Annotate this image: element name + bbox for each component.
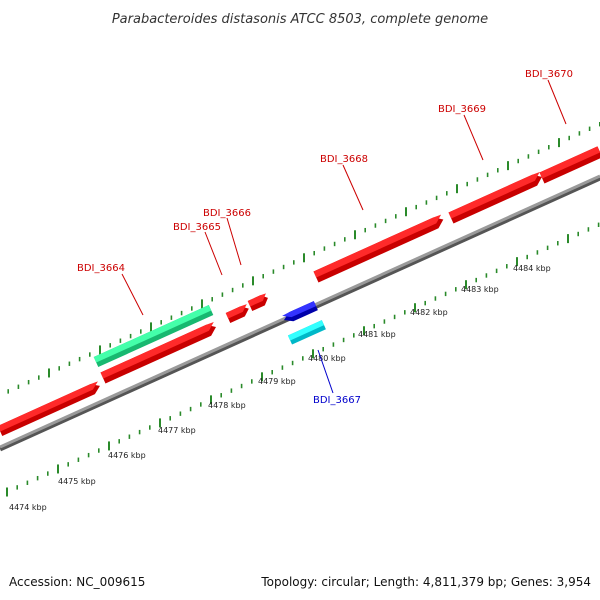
- tick-label: 4478 kbp: [208, 401, 246, 410]
- tick-label: 4475 kbp: [58, 477, 96, 486]
- feature-cyan[interactable]: [287, 320, 326, 345]
- leader-line: [121, 273, 144, 316]
- gene-BDI_3665[interactable]: [225, 304, 251, 324]
- gene-BDI_3664[interactable]: [100, 322, 219, 384]
- leader-line: [463, 114, 484, 161]
- gene-label[interactable]: BDI_3670: [525, 69, 573, 80]
- feature-track: [0, 146, 600, 437]
- leader-line: [342, 164, 364, 211]
- gene-BDI_3666[interactable]: [247, 293, 270, 312]
- tick-label: 4484 kbp: [513, 264, 551, 273]
- tick-label: 4476 kbp: [108, 451, 146, 460]
- leader-line: [204, 231, 223, 276]
- leader-line: [547, 79, 567, 125]
- gene-BDI_3668[interactable]: [313, 214, 446, 283]
- map-title: Parabacteroides distasonis ATCC 8503, co…: [112, 12, 488, 27]
- gene-BDI_3663[interactable]: [0, 381, 102, 437]
- gene-BDI_3667[interactable]: [282, 301, 318, 324]
- gene-callouts: BDI_3664 BDI_3665 BDI_3666 BDI_3667 BDI_3668…: [77, 69, 573, 406]
- gene-label[interactable]: BDI_3667: [313, 395, 361, 406]
- gene-BDI_3670[interactable]: [539, 146, 600, 184]
- gene-label[interactable]: BDI_3666: [203, 208, 251, 219]
- inner-tick-track: [6, 222, 600, 497]
- gene-label[interactable]: BDI_3665: [173, 222, 221, 233]
- tick-label: 4480 kbp: [308, 354, 346, 363]
- feature-green[interactable]: [93, 305, 214, 368]
- accession-text: Accession: NC_009615: [9, 575, 145, 589]
- tick-label: 4482 kbp: [410, 308, 448, 317]
- topology-text: Topology: circular; Length: 4,811,379 bp…: [260, 575, 591, 589]
- tick-label: 4477 kbp: [158, 426, 196, 435]
- tick-label: 4474 kbp: [9, 503, 47, 512]
- gene-label[interactable]: BDI_3668: [320, 154, 368, 165]
- tick-label: 4479 kbp: [258, 377, 296, 386]
- gene-BDI_3669[interactable]: [448, 171, 545, 224]
- tick-labels: 4474 kbp 4475 kbp 4476 kbp 4477 kbp 4478 kbp…: [9, 264, 551, 512]
- tick-label: 4481 kbp: [358, 330, 396, 339]
- leader-line: [226, 217, 242, 266]
- leader-line: [317, 349, 334, 394]
- outer-tick-track: [7, 121, 600, 394]
- gene-label[interactable]: BDI_3664: [77, 263, 125, 274]
- gene-label[interactable]: BDI_3669: [438, 104, 486, 115]
- tick-label: 4483 kbp: [461, 285, 499, 294]
